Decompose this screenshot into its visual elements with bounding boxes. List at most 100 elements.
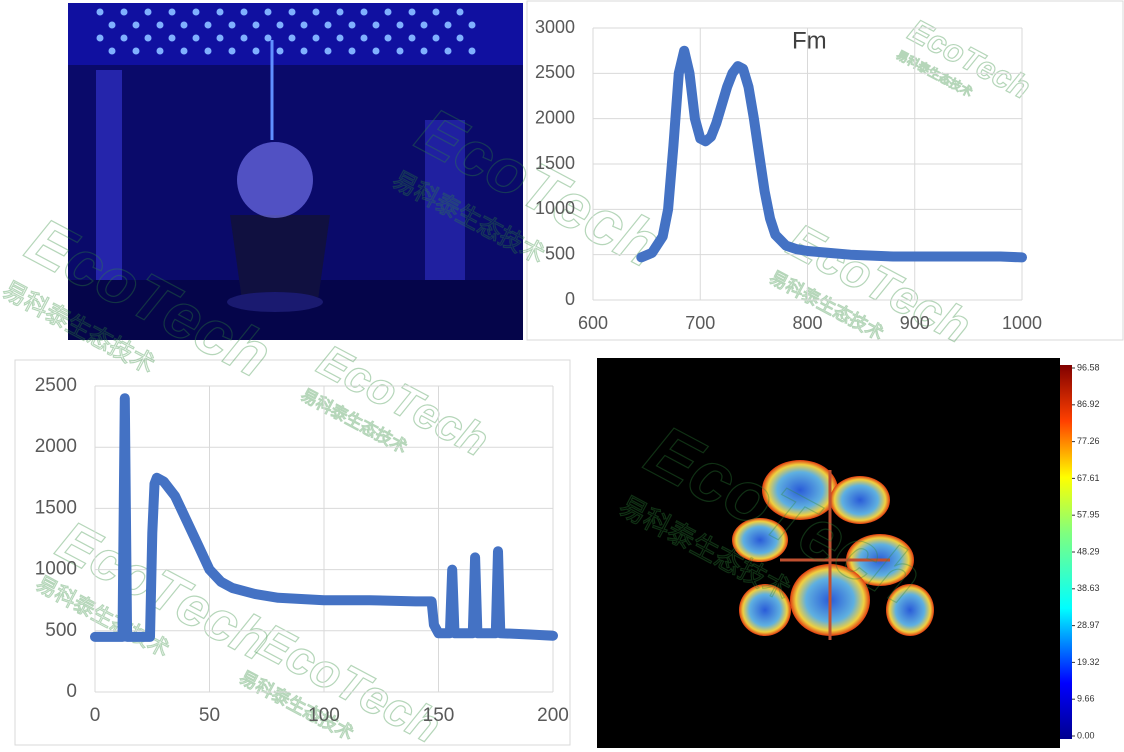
led	[264, 8, 272, 16]
led	[360, 34, 368, 42]
led	[276, 47, 284, 55]
led	[108, 21, 116, 29]
led	[252, 21, 260, 29]
led	[144, 8, 152, 16]
x-tick-label: 200	[537, 705, 569, 726]
led	[252, 47, 260, 55]
led	[444, 47, 452, 55]
led	[408, 8, 416, 16]
led	[192, 8, 200, 16]
colorbar-label: 67.61	[1077, 473, 1100, 483]
y-tick-label: 2000	[35, 436, 77, 457]
led	[312, 8, 320, 16]
y-tick-label: 0	[66, 681, 77, 702]
x-tick-label: 700	[685, 313, 715, 333]
colorbar-label: 57.95	[1077, 510, 1100, 520]
colorbar-label: 96.58	[1077, 362, 1100, 372]
led	[216, 34, 224, 42]
led	[120, 34, 128, 42]
led	[132, 47, 140, 55]
led	[300, 47, 308, 55]
colorbar-label: 38.63	[1077, 583, 1100, 593]
x-tick-label: 600	[578, 313, 608, 333]
led	[468, 47, 476, 55]
y-tick-label: 2500	[35, 375, 77, 396]
heatmap-image	[597, 358, 1060, 748]
led	[168, 34, 176, 42]
x-tick-label: 900	[900, 313, 930, 333]
led	[372, 21, 380, 29]
x-tick-label: 800	[792, 313, 822, 333]
led	[312, 34, 320, 42]
led	[432, 8, 440, 16]
colorbar-label: 86.92	[1077, 399, 1100, 409]
led	[132, 21, 140, 29]
led	[384, 8, 392, 16]
led	[348, 21, 356, 29]
led	[204, 47, 212, 55]
led	[264, 34, 272, 42]
led	[384, 34, 392, 42]
y-tick-label: 500	[545, 243, 575, 263]
colorbar-label: 48.29	[1077, 546, 1100, 556]
led	[168, 8, 176, 16]
led	[228, 47, 236, 55]
led	[216, 8, 224, 16]
led	[300, 21, 308, 29]
colorbar	[1060, 365, 1072, 739]
data-line	[90, 393, 558, 642]
colorbar-label: 77.26	[1077, 436, 1100, 446]
led	[336, 8, 344, 16]
led	[456, 34, 464, 42]
led	[96, 34, 104, 42]
led	[324, 21, 332, 29]
y-tick-label: 2500	[535, 62, 575, 82]
led	[432, 34, 440, 42]
colorbar-label: 19.32	[1077, 657, 1100, 667]
y-tick-label: 500	[45, 620, 77, 641]
led	[180, 47, 188, 55]
led	[468, 21, 476, 29]
led	[396, 47, 404, 55]
led	[240, 34, 248, 42]
led	[180, 21, 188, 29]
led	[192, 34, 200, 42]
led	[420, 21, 428, 29]
y-tick-label: 2000	[535, 107, 575, 127]
x-tick-label: 1000	[1002, 313, 1042, 333]
photo	[68, 3, 523, 340]
led	[456, 8, 464, 16]
led	[204, 21, 212, 29]
led	[372, 47, 380, 55]
led	[96, 8, 104, 16]
led	[444, 21, 452, 29]
chart-panel	[526, 0, 1124, 341]
led	[336, 34, 344, 42]
led	[324, 47, 332, 55]
colorbar-label: 28.97	[1077, 620, 1100, 630]
y-tick-label: 1000	[535, 198, 575, 218]
x-tick-label: 0	[90, 705, 101, 726]
led	[120, 8, 128, 16]
chart-panel	[14, 359, 571, 746]
led	[276, 21, 284, 29]
led	[408, 34, 416, 42]
chart-title: Fm	[792, 27, 827, 54]
y-tick-label: 1000	[35, 559, 77, 580]
led	[144, 34, 152, 42]
led	[396, 21, 404, 29]
led	[288, 34, 296, 42]
led	[420, 47, 428, 55]
x-tick-label: 150	[423, 705, 455, 726]
led	[156, 47, 164, 55]
led	[156, 21, 164, 29]
led	[348, 47, 356, 55]
y-tick-label: 1500	[535, 153, 575, 173]
y-tick-label: 0	[565, 289, 575, 309]
data-line	[636, 45, 1027, 263]
y-tick-label: 3000	[535, 17, 575, 37]
colorbar-label: 0.00	[1077, 730, 1095, 740]
x-tick-label: 50	[199, 705, 220, 726]
x-tick-label: 100	[308, 705, 340, 726]
